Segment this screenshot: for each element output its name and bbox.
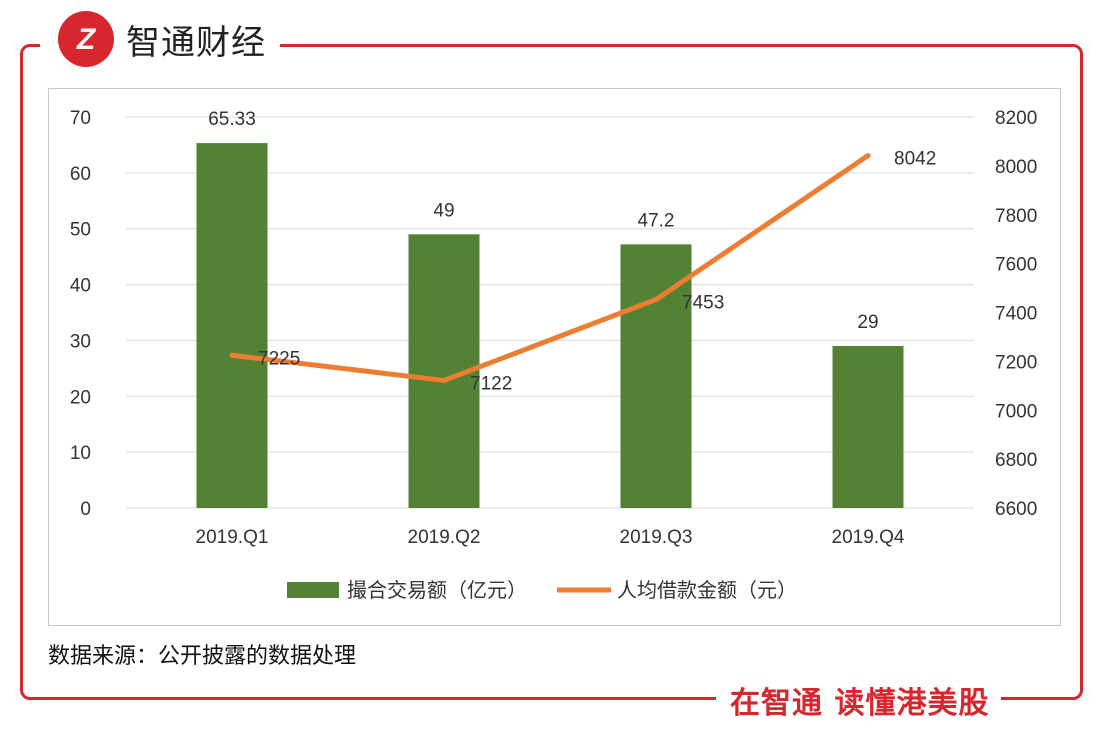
bar-data-label: 49	[433, 200, 454, 221]
right-axis-tick-label: 8200	[995, 108, 1037, 129]
line-data-label: 8042	[894, 149, 936, 170]
right-axis-tick-label: 6800	[995, 450, 1037, 471]
x-axis-tick-label: 2019.Q4	[832, 527, 905, 548]
left-axis-tick-label: 0	[80, 499, 91, 520]
line-point	[865, 153, 871, 159]
outer-frame	[20, 44, 1083, 700]
right-axis-tick-label: 7800	[995, 206, 1037, 227]
chart-svg: 0 10 20 30 40 50 60 70 6600 6800 7000 7200 7400 7600 7…	[70, 108, 1037, 602]
slogan-text: 在智通 读懂港美股	[730, 686, 990, 721]
left-axis-tick-label: 30	[70, 331, 91, 352]
brand-logo-mark: Z	[76, 23, 97, 56]
line-data-label: 7122	[470, 373, 512, 394]
left-axis-tick-label: 10	[70, 443, 91, 464]
right-axis-tick-label: 6600	[995, 499, 1037, 520]
line-point	[441, 377, 447, 383]
chart-container: 0 10 20 30 40 50 60 70 6600 6800 7000 7200 7400 7600 7…	[48, 88, 1061, 626]
bar-data-label: 47.2	[638, 210, 675, 231]
bar	[196, 143, 268, 509]
brand-header: Z 智通财经	[40, 6, 280, 72]
brand-logo-letter: Z	[76, 23, 97, 56]
legend-bar-swatch	[287, 582, 339, 598]
right-axis-tick-label: 7000	[995, 401, 1037, 422]
left-axis-tick-label: 40	[70, 276, 91, 297]
legend-line-label: 人均借款金额（元）	[617, 579, 797, 602]
right-axis-tick-label: 7400	[995, 304, 1037, 325]
right-axis-tick-label: 8000	[995, 157, 1037, 178]
bar-data-label: 65.33	[208, 109, 256, 130]
x-axis-tick-label: 2019.Q3	[620, 527, 693, 548]
legend-bar-label: 撮合交易额（亿元）	[347, 579, 527, 602]
line-point	[229, 352, 235, 358]
line-point	[653, 297, 659, 303]
line-data-label: 7225	[258, 348, 300, 369]
brand-name: 智通财经	[126, 22, 266, 63]
slogan: 在智通 读懂港美股	[716, 678, 1002, 722]
line-data-label: 7453	[682, 293, 724, 314]
x-axis-tick-label: 2019.Q2	[408, 527, 481, 548]
right-axis-tick-label: 7600	[995, 255, 1037, 276]
bar-data-label: 29	[857, 312, 878, 333]
left-axis-tick-label: 50	[70, 220, 91, 241]
x-axis-tick-label: 2019.Q1	[196, 527, 269, 548]
brand-logo-icon: Z	[58, 11, 114, 67]
left-axis-tick-label: 20	[70, 387, 91, 408]
bar	[832, 346, 904, 508]
left-axis-tick-label: 70	[70, 108, 91, 129]
data-source-note: 数据来源：公开披露的数据处理	[48, 644, 357, 669]
line-series	[229, 153, 871, 383]
right-axis-tick-label: 7200	[995, 352, 1037, 373]
bar	[620, 244, 692, 508]
left-axis-tick-label: 60	[70, 164, 91, 185]
